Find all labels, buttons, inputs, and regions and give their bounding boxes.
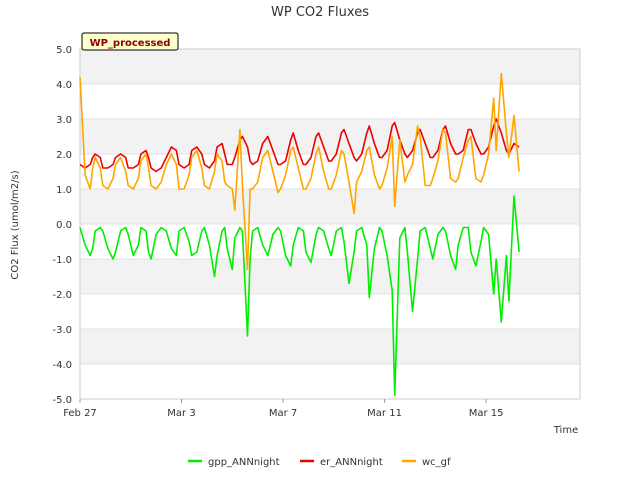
x-tick-label: Mar 3 — [167, 408, 195, 419]
processed-badge: WP_processed — [81, 32, 179, 51]
y-tick-label: 1.0 — [56, 185, 72, 196]
x-tick-label: Mar 15 — [469, 408, 504, 419]
y-tick-label: -5.0 — [52, 395, 72, 406]
series-line-er_ANNnight — [79, 118, 520, 173]
y-tick-label: -4.0 — [52, 360, 72, 371]
series-lines — [79, 72, 520, 397]
y-tick-label: 5.0 — [56, 45, 72, 56]
x-tick-label: Mar 11 — [367, 408, 402, 419]
y-tick-label: 4.0 — [56, 80, 72, 91]
legend-label-wc_gf: wc_gf — [422, 457, 451, 468]
y-tick-label: 2.0 — [56, 150, 72, 161]
background-band — [80, 189, 580, 224]
y-tick-label: 0.0 — [56, 220, 72, 231]
plot-frame — [79, 48, 581, 400]
background-band — [80, 49, 580, 84]
badge-label: WP_processed — [90, 38, 171, 49]
y-axis: 5.0 4.0 3.0 2.0 1.0 0.0 -1.0 -2.0 -3.0 -4.0 -5.0 — [52, 45, 72, 406]
chart-title: WP CO2 Fluxes — [271, 5, 369, 20]
x-tick-label: Mar 7 — [269, 408, 297, 419]
series-line-gpp_ANNnight — [79, 195, 520, 397]
series-line-wc_gf — [79, 72, 520, 271]
y-tick-label: -3.0 — [52, 325, 72, 336]
y-tick-label: -1.0 — [52, 255, 72, 266]
badge-box — [81, 32, 179, 51]
legend-label-er_ANNnight: er_ANNnight — [320, 457, 383, 468]
legend-label-gpp_ANNnight: gpp_ANNnight — [208, 457, 280, 468]
x-axis: Feb 27 Mar 3 Mar 7 Mar 11 Mar 15 — [63, 399, 503, 419]
x-tick-label: Feb 27 — [63, 408, 97, 419]
y-tick-label: -2.0 — [52, 290, 72, 301]
y-tick-label: 3.0 — [56, 115, 72, 126]
y-axis-label: CO2 Flux (umol/m2/s) — [10, 170, 21, 279]
x-axis-label: Time — [553, 425, 578, 436]
legend: gpp_ANNnight er_ANNnight wc_gf — [188, 457, 451, 468]
background-band — [80, 329, 580, 364]
